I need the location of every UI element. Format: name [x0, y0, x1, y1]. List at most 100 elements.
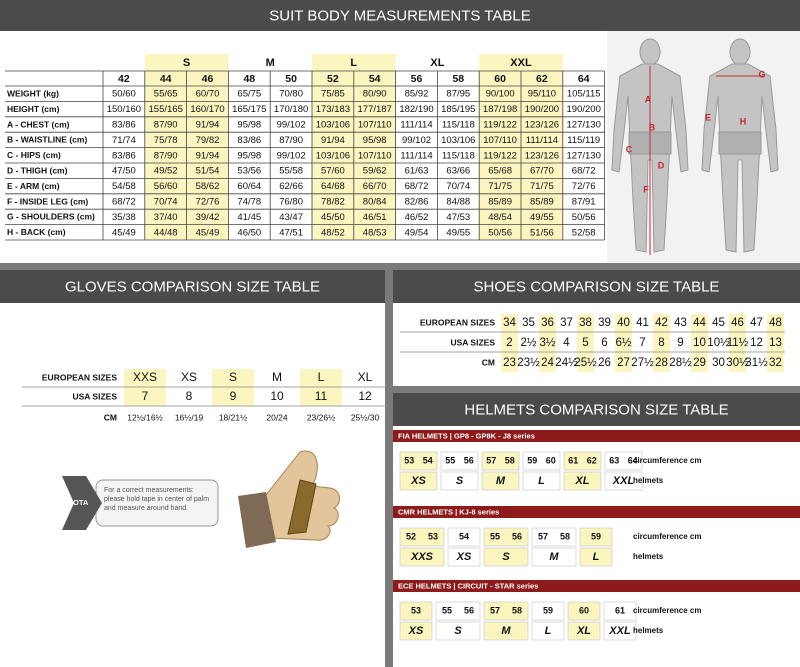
helmet-size: XXS [410, 551, 434, 563]
cell: 52/58 [572, 227, 596, 238]
size-box [604, 471, 643, 491]
cell: 24½ [555, 357, 578, 369]
row-label: USA SIZES [450, 337, 495, 347]
cell: 50/56 [572, 212, 596, 223]
highlight [212, 369, 254, 406]
figure-label: F [643, 184, 649, 194]
helmet-section-title: FIA HELMETS | GP8 - GP8K - J8 series [398, 431, 535, 440]
size-header: 60 [494, 73, 506, 85]
row-label: CM [482, 357, 495, 367]
figure-label: D [658, 160, 665, 170]
circumference: 59 [543, 605, 553, 615]
cell: 45 [712, 317, 725, 329]
size-box [399, 601, 433, 621]
cell: 68/72 [572, 166, 596, 177]
cell: 23½ [517, 357, 540, 369]
size-box [481, 451, 520, 471]
circumference: 54 [423, 455, 433, 465]
cell: 95/98 [237, 120, 261, 131]
cell: 23 [503, 357, 516, 369]
size-box [579, 547, 613, 567]
size-box [399, 527, 445, 547]
circumference: 60 [546, 455, 556, 465]
cell: 105/115 [567, 89, 601, 100]
cell: 173/183 [316, 104, 350, 115]
cell: 99/102 [402, 135, 431, 146]
cell: 80/90 [363, 89, 387, 100]
row-caption: circumference cm [633, 606, 701, 615]
cell: 55/58 [279, 166, 303, 177]
row-label: E - ARM (cm) [7, 181, 60, 191]
cell: 76/80 [279, 197, 303, 208]
cell: 65/75 [237, 89, 261, 100]
size-header: 52 [327, 73, 339, 85]
cell: 155/165 [149, 104, 183, 115]
cell: 190/200 [567, 104, 601, 115]
cell: 41/45 [237, 212, 261, 223]
highlight [539, 314, 556, 372]
helmet-size: L [545, 625, 552, 637]
row-label: B - WAISTLINE (cm) [7, 135, 87, 145]
cell: 57/60 [321, 166, 345, 177]
size-group-label: M [266, 57, 275, 69]
size-header: 44 [160, 73, 172, 85]
cell: 99/102 [277, 120, 306, 131]
cell: 64/68 [321, 181, 345, 192]
cell: 177/187 [358, 104, 392, 115]
cell: 8 [658, 337, 664, 349]
cell: 50/56 [488, 227, 512, 238]
cell: 42 [655, 317, 668, 329]
cell: 83/86 [112, 120, 136, 131]
size-box [483, 601, 529, 621]
row-caption: helmets [633, 626, 664, 635]
section-title: GLOVES COMPARISON SIZE TABLE [65, 278, 320, 295]
cell: 74/78 [237, 197, 261, 208]
cell: 28 [655, 357, 668, 369]
highlight [615, 314, 632, 372]
size-box [483, 527, 529, 547]
cell: 79/82 [196, 135, 220, 146]
cell: 75/85 [321, 89, 345, 100]
cell: 6 [601, 337, 607, 349]
cell: 36 [541, 317, 554, 329]
cell: 12 [358, 389, 372, 403]
highlight [729, 314, 746, 372]
figure-label: E [705, 112, 711, 122]
circumference: 58 [512, 605, 522, 615]
circumference: 55 [445, 455, 455, 465]
cell: 10½ [707, 337, 730, 349]
cell: 6½ [616, 337, 632, 349]
cell: 11 [315, 389, 328, 403]
cell: XXS [133, 370, 157, 384]
circumference: 63 [609, 455, 619, 465]
circumference: 56 [464, 455, 474, 465]
head [639, 38, 661, 66]
head [729, 38, 751, 66]
cell: 35/38 [112, 212, 136, 223]
cell: 10 [693, 337, 706, 349]
highlight [300, 369, 342, 406]
highlight [501, 314, 518, 372]
divider [393, 386, 800, 393]
cell: 95/110 [528, 89, 556, 100]
size-box [579, 527, 613, 547]
helmet-size: M [549, 551, 559, 563]
circumference: 56 [464, 605, 474, 615]
divider [385, 270, 393, 667]
cell: 26 [598, 357, 611, 369]
figure-label: C [626, 144, 633, 154]
row-label: F - INSIDE LEG (cm) [7, 196, 88, 206]
cell: 115/118 [442, 120, 475, 131]
helmet-size: L [593, 551, 600, 563]
cell: 62/66 [279, 181, 303, 192]
cell: 123/126 [525, 120, 559, 131]
circumference: 57 [538, 531, 548, 541]
cell: 46/52 [405, 212, 429, 223]
cell: 70/80 [279, 89, 303, 100]
circumference: 64 [628, 455, 638, 465]
cell: 58/62 [196, 181, 220, 192]
cell: 2 [506, 337, 512, 349]
cell: 41 [636, 317, 649, 329]
helmet-section-title: ECE HELMETS | CIRCUIT - STAR series [398, 581, 538, 590]
